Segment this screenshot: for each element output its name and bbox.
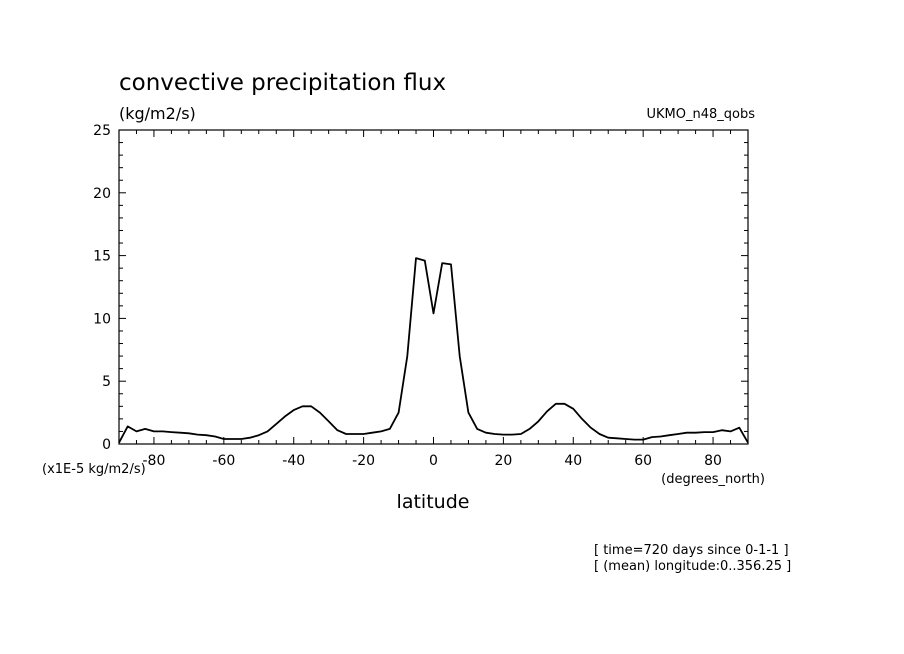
- dataset-label: UKMO_n48_qobs: [646, 107, 755, 122]
- x-tick-label: -80: [143, 453, 166, 469]
- plot-frame: [118, 129, 749, 445]
- x-axis-label: latitude: [397, 491, 470, 513]
- x-tick-label: -60: [212, 453, 235, 469]
- y-tick-label: 10: [93, 311, 111, 327]
- x-tick-label: -20: [352, 453, 375, 469]
- x-units-label: (degrees_north): [661, 472, 765, 487]
- y-tick-label: 20: [93, 186, 111, 202]
- x-tick-label: 20: [494, 453, 512, 469]
- y-tick-label: 25: [93, 123, 111, 139]
- y-scale-note: (x1E-5 kg/m2/s): [42, 462, 146, 477]
- y-tick-label: 0: [102, 437, 111, 453]
- x-tick-labels: -80 -60 -40 -20 0 20 40 60 80: [143, 453, 722, 469]
- info-line-time: [ time=720 days since 0-1-1 ]: [594, 543, 789, 558]
- y-tick-labels: 0 5 10 15 20 25: [93, 123, 111, 453]
- info-line-longitude: [ (mean) longitude:0..356.25 ]: [594, 559, 791, 574]
- chart-title: convective precipitation flux: [119, 70, 446, 96]
- x-tick-label: 60: [634, 453, 652, 469]
- y-tick-label: 5: [102, 374, 111, 390]
- x-tick-label: -40: [282, 453, 305, 469]
- chart-units: (kg/m2/s): [119, 104, 196, 123]
- x-tick-label: 0: [429, 453, 438, 469]
- axis-ticks: [118, 129, 749, 445]
- x-tick-label: 40: [564, 453, 582, 469]
- y-tick-label: 15: [93, 249, 111, 265]
- x-tick-label: 80: [704, 453, 722, 469]
- series-line: [118, 257, 749, 444]
